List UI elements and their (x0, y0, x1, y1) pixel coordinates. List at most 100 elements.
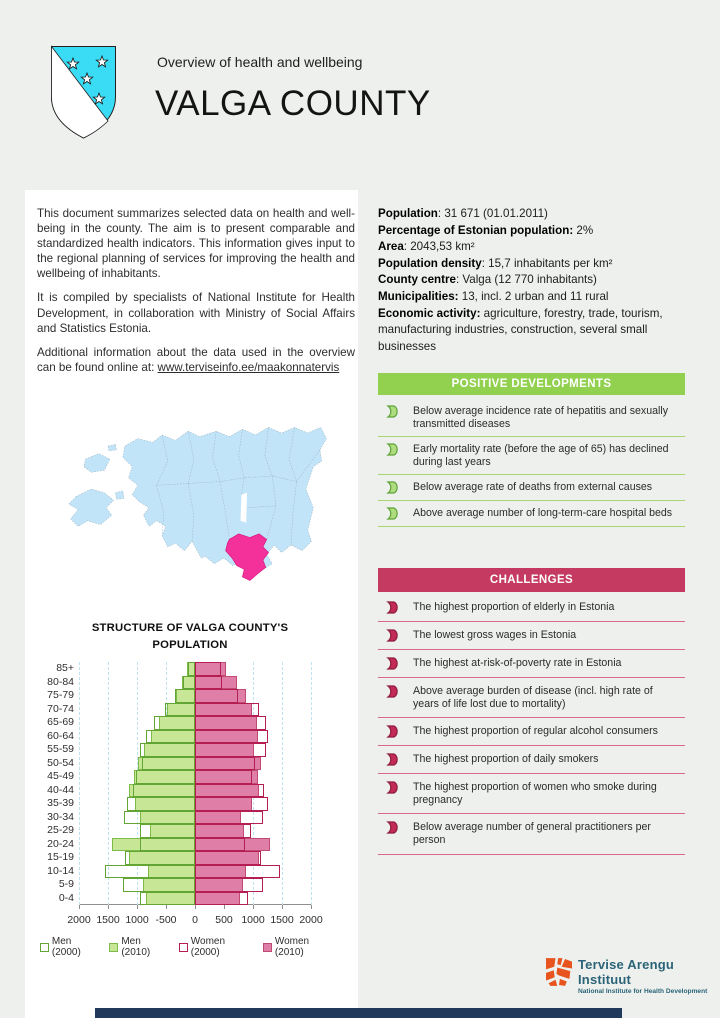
legend-label: Women (2000) (190, 936, 226, 958)
pyramid-bar-right-outline (195, 675, 223, 689)
x-tick-label: 500 (215, 914, 233, 926)
pyramid-bar-right-outline (195, 878, 264, 892)
valga-coat-of-arms-icon (51, 45, 116, 139)
chart-age-labels: 85+ 80-84 75-79 70-74 65-69 60-64 55-59 50-54 45… (40, 662, 74, 905)
chart-plot-area (79, 662, 312, 909)
pyramid-bar-right-outline (195, 743, 267, 757)
list-item-text: Above average burden of disease (incl. h… (413, 685, 653, 710)
age-label: 70-74 (47, 702, 74, 715)
stat-line: Population density: 15,7 inhabitants per… (378, 256, 692, 273)
pyramid-bar-left-outline (139, 891, 195, 905)
list-item: Below average rate of deaths from extern… (378, 475, 685, 502)
red-arrow-icon (386, 601, 398, 614)
stat-line: Municipalities: 13, incl. 2 urban and 11… (378, 289, 692, 306)
stat-line: Area: 2043,53 km² (378, 239, 692, 256)
muhu-island (115, 490, 125, 500)
chart-legend: Men (2000) Men (2010) Women (2000) Women (2… (40, 936, 340, 958)
pyramid-bar-left-outline (132, 783, 195, 797)
x-tick-label: 1500 (270, 914, 294, 926)
red-arrow-icon (386, 753, 398, 766)
pyramid-bar-right-outline (195, 891, 249, 905)
intro-paragraph-2: It is compiled by specialists of Nationa… (37, 291, 355, 335)
stat-value: agriculture, forestry, trade, tourism, m… (378, 306, 663, 353)
pyramid-bar-left-outline (154, 716, 195, 730)
pyramid-bar-right-outline (195, 689, 239, 703)
challenges-list: The highest proportion of elderly in Est… (378, 594, 685, 855)
x-tick-label: 1500 (96, 914, 120, 926)
list-item: Early mortality rate (before the age of … (378, 437, 685, 476)
x-tick-label: -500 (155, 914, 177, 926)
x-tick-label: 1000 (241, 914, 265, 926)
age-label: 60-64 (47, 729, 74, 742)
pyramid-bar-left-outline (105, 864, 195, 878)
legend-item: Men (2000) (40, 936, 102, 958)
red-arrow-icon (386, 725, 398, 738)
shield-white-half (51, 45, 109, 139)
list-item-text: The highest at-risk-of-poverty rate in E… (413, 657, 622, 669)
axis-tick (253, 905, 254, 909)
positive-developments-header: POSITIVE DEVELOPMENTS (378, 373, 685, 395)
tai-logo-subtitle: National Institute for Health Developmen… (578, 988, 708, 995)
list-item: The lowest gross wages in Estonia (378, 622, 685, 650)
legend-swatch (262, 942, 272, 952)
axis-tick (108, 905, 109, 909)
valga-county-highlight (225, 533, 269, 581)
age-label: 30-34 (47, 810, 74, 823)
x-tick-label: 0 (192, 914, 198, 926)
green-arrow-icon (386, 443, 398, 456)
age-label: 65-69 (47, 716, 74, 728)
age-label: 0-4 (58, 891, 74, 904)
age-label: 20-24 (47, 837, 74, 850)
chart-x-axis-labels: 2000 1500 1000 -500 0 500 1000 1500 2000 (67, 914, 322, 928)
stat-label: Population density (378, 256, 482, 270)
age-label: 45-49 (47, 770, 74, 782)
hiiumaa-island (83, 453, 111, 473)
tai-logo-title: Tervise Arengu Instituut (578, 957, 674, 987)
axis-tick (137, 905, 138, 909)
pyramid-bar-right-outline (195, 729, 269, 743)
pyramid-bar-right-outline (195, 770, 253, 784)
pyramid-bar-right-outline (195, 824, 251, 838)
intro-paragraph-1: This document summarizes selected data o… (37, 207, 355, 281)
pyramid-bar-left-outline (140, 743, 195, 757)
list-item-text: The highest proportion of elderly in Est… (413, 601, 615, 613)
legend-item: Men (2010) (109, 936, 171, 958)
stat-line: Percentage of Estonian population: 2% (378, 223, 692, 240)
x-tick-label: 1000 (125, 914, 149, 926)
challenges-header: CHALLENGES (378, 568, 685, 592)
pyramid-bar-left-outline (123, 810, 195, 824)
list-item-text: The highest proportion of women who smok… (413, 781, 657, 806)
pyramid-bar-left-outline (188, 662, 195, 676)
tai-logo: Tervise Arengu Instituut National Instit… (546, 957, 720, 995)
pyramid-bar-right-outline (195, 702, 259, 716)
estonia-mainland (122, 427, 327, 570)
page-title: VALGA COUNTY (155, 84, 431, 123)
list-item-text: Early mortality rate (before the age of … (413, 443, 669, 468)
legend-label: Women (2010) (274, 936, 310, 958)
list-item: The highest at-risk-of-poverty rate in E… (378, 650, 685, 678)
legend-item: Women (2000) (178, 936, 256, 958)
list-item-text: The highest proportion of regular alcoho… (413, 725, 658, 738)
pyramid-bar-left-outline (165, 702, 195, 716)
county-borders (156, 427, 321, 546)
pyramid-bar-right-outline (195, 810, 264, 824)
estonia-map (68, 427, 327, 581)
intro-paragraph-3-text: Additional information about the data us… (37, 345, 355, 374)
legend-label: Men (2010) (121, 936, 151, 958)
pyramid-bar-left-outline (183, 675, 195, 689)
tai-logo-text: Tervise Arengu Instituut National Instit… (578, 957, 720, 995)
axis-tick (224, 905, 225, 909)
age-label: 5-9 (58, 878, 74, 890)
stat-label: Municipalities: (378, 289, 459, 303)
gridline (108, 662, 109, 905)
intro-text: This document summarizes selected data o… (37, 206, 355, 384)
list-item-text: The lowest gross wages in Estonia (413, 629, 577, 641)
list-item: The highest proportion of daily smokers (378, 746, 685, 775)
age-label: 55-59 (47, 743, 74, 755)
stat-value: : 31 671 (01.01.2011) (437, 207, 548, 220)
stat-line: County centre: Valga (12 770 inhabitants… (378, 272, 692, 289)
stat-value: : 15,7 inhabitants per km² (481, 256, 613, 270)
document-subtitle: Overview of health and wellbeing (157, 54, 363, 70)
terviseinfo-link[interactable]: www.terviseinfo.ee/maakonnatervis (157, 360, 340, 374)
